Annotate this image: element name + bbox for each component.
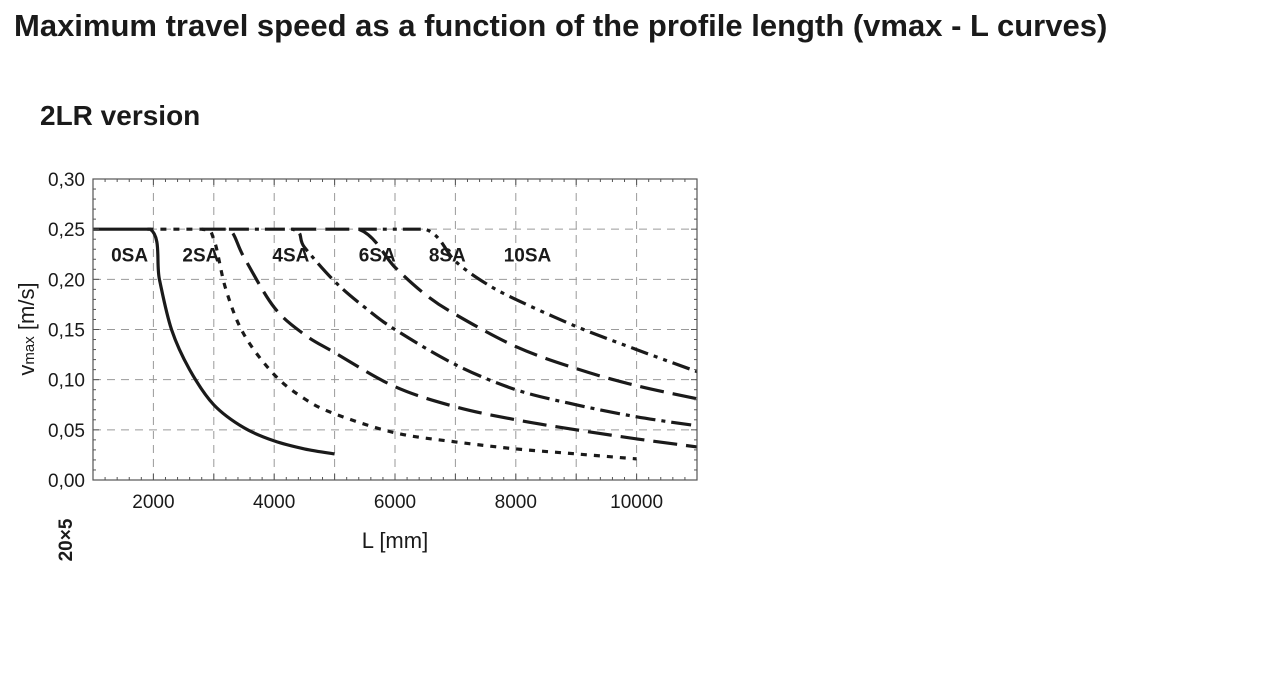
series-label-8sa: 8SA xyxy=(429,245,466,266)
page-title: Maximum travel speed as a function of th… xyxy=(14,8,1108,43)
series-line-10sa xyxy=(358,227,698,374)
series-line-8sa xyxy=(292,227,698,401)
y-tick-label: 0,30 xyxy=(48,170,85,191)
series-label-10sa: 10SA xyxy=(504,245,552,266)
x-tick-label: 10000 xyxy=(610,492,663,513)
series-line-0sa xyxy=(93,227,335,456)
y-axis-label-sub: max xyxy=(21,336,38,365)
y-tick-label: 0,15 xyxy=(48,321,85,342)
x-tick-label: 6000 xyxy=(374,492,416,513)
x-tick-label: 4000 xyxy=(253,492,295,513)
series-line-4sa xyxy=(201,227,698,449)
series-labels: 0SA 2SA 4SA 6SA 8SA 10SA xyxy=(111,245,551,266)
y-tick-label: 0,10 xyxy=(48,371,85,392)
profile-size-note: 20×5 xyxy=(56,518,77,561)
y-axis-label-main: v xyxy=(14,365,39,376)
series-group xyxy=(93,227,698,461)
series-line-6sa xyxy=(228,227,698,428)
x-axis-label: L [mm] xyxy=(362,528,428,553)
series-label-6sa: 6SA xyxy=(359,245,396,266)
y-tick-label: 0,20 xyxy=(48,270,85,291)
y-tick-label: 0,25 xyxy=(48,220,85,241)
ticks: 2000 4000 6000 8000 10000 0,00 0,05 0,10 0,15 0,2… xyxy=(48,170,698,513)
y-tick-label: 0,05 xyxy=(48,421,85,442)
series-label-2sa: 2SA xyxy=(182,245,219,266)
y-axis-label: vmax [m/s] xyxy=(14,282,39,375)
y-axis-label-unit: [m/s] xyxy=(14,282,39,336)
chart-subtitle: 2LR version xyxy=(40,100,201,131)
x-tick-label: 2000 xyxy=(132,492,174,513)
series-line-2sa xyxy=(147,227,637,461)
series-label-0sa: 0SA xyxy=(111,245,148,266)
y-tick-label: 0,00 xyxy=(48,471,85,492)
series-label-4sa: 4SA xyxy=(272,245,309,266)
x-tick-label: 8000 xyxy=(495,492,537,513)
